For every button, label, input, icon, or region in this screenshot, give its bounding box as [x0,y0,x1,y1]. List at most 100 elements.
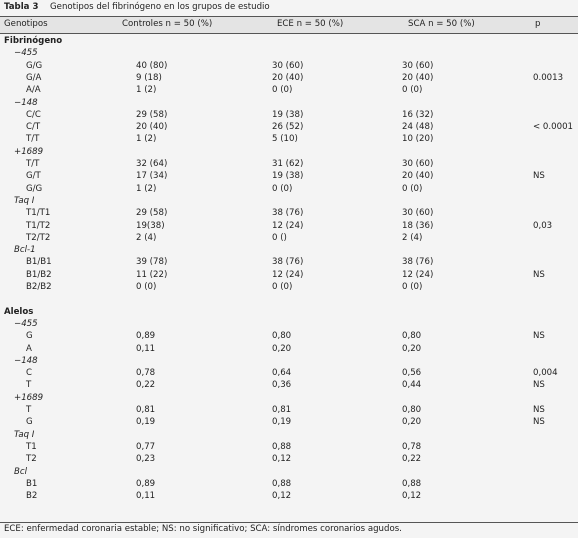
group-label: Taq I [14,195,35,206]
cell: 24 (48) [402,122,434,133]
cell: 0,88 [402,478,422,489]
cell: 0,77 [136,441,156,452]
cell: 11 (22) [136,269,168,280]
cell: 0,12 [272,454,292,465]
cell: 29 (58) [136,109,168,120]
cell: 0,81 [136,405,156,415]
row-label: T/T [26,159,40,169]
group-label: Bcl-1 [14,245,36,256]
cell: 0,88 [272,441,292,452]
cell: 0,03 [533,220,553,231]
cell: 0,20 [272,343,292,354]
cell: 26 (52) [272,122,304,133]
cell: 0,81 [272,405,292,415]
rule [0,16,578,17]
cell: 16 (32) [402,109,434,120]
row-label: T1 [26,441,37,452]
cell: 0,89 [136,331,156,342]
cell: 38 (76) [272,257,304,268]
cell: 0 (0) [402,282,423,292]
row-label: T2/T2 [26,232,51,243]
cell: 30 (60) [402,60,434,71]
cell: 1 (2) [136,134,157,145]
rule [0,33,578,34]
cell: 31 (62) [272,159,304,169]
row-label: G/T [26,171,41,182]
cell: 10 (20) [402,134,434,145]
group-label: +1689 [14,146,44,157]
cell: 0,12 [402,491,422,502]
cell: 0,20 [402,343,422,354]
cell: 0 () [272,232,287,243]
cell: 0 (0) [402,85,423,96]
section-title: Fibrinógeno [4,36,63,46]
header-row [0,17,578,33]
group-label: −148 [14,97,38,108]
cell: 0.0013 [533,72,564,83]
cell: NS [533,417,545,428]
cell: 0 (0) [272,85,293,96]
cell: 0,80 [272,331,292,342]
group-label: −455 [14,48,38,59]
cell: 19(38) [136,220,165,231]
row-label: A [26,343,32,354]
cell: 20 (40) [136,122,168,133]
cell: NS [533,380,545,391]
cell: 0,12 [272,491,292,502]
cell: 39 (78) [136,257,168,268]
cell: 30 (60) [402,159,434,169]
row-label: C [26,368,33,379]
cell: 0,20 [402,417,422,428]
cell: 0,19 [272,417,292,428]
header-cell: Controles n = 50 (%) [122,19,213,29]
cell: 20 (40) [402,72,434,83]
cell: 0,89 [136,478,156,489]
cell: 12 (24) [402,269,434,280]
table-number: Tabla 3 [4,2,39,12]
cell: 1 (2) [136,85,157,96]
cell: 32 (64) [136,159,168,169]
row-label: T/T [26,134,40,145]
row-label: B1 [26,478,38,489]
cell: 0 (0) [136,282,157,292]
cell: 0 (0) [272,282,293,292]
cell: 30 (60) [402,208,434,219]
cell: 20 (40) [402,171,434,182]
cell: 0,44 [402,380,422,391]
cell: NS [533,269,545,280]
cell: 0,64 [272,368,292,379]
group-label: Bcl [14,466,28,477]
cell: 18 (36) [402,220,434,231]
row-label: B1/B2 [26,269,52,280]
footnote: ECE: enfermedad coronaria estable; NS: n… [4,524,402,534]
cell: 29 (58) [136,208,168,219]
group-label: +1689 [14,392,44,403]
row-label: G [26,417,33,428]
cell: 0 (0) [402,183,423,194]
cell: 0,56 [402,368,422,379]
cell: 0,22 [402,454,422,465]
table-title: Genotipos del fibrinógeno en los grupos … [50,2,270,12]
row-label: B2 [26,491,38,502]
row-label: A/A [26,85,41,96]
header-cell: SCA n = 50 (%) [408,19,475,29]
cell: 12 (24) [272,220,304,231]
row-label: T2 [26,454,37,465]
row-label: G/G [26,60,43,71]
row-label: T [26,380,32,391]
cell: 0,004 [533,368,558,379]
cell: < 0.0001 [533,122,574,133]
cell: 9 (18) [136,72,162,83]
cell: 0,11 [136,491,156,502]
cell: 0,80 [402,405,422,415]
row-label: C/T [26,122,41,133]
group-label: Taq I [14,429,35,440]
cell: 38 (76) [272,208,304,219]
row-label: T1/T2 [26,220,51,231]
cell: 2 (4) [402,232,423,243]
cell: 17 (34) [136,171,168,182]
cell: 1 (2) [136,183,157,194]
cell: 12 (24) [272,269,304,280]
cell: 0 (0) [272,183,293,194]
row-label: B2/B2 [26,282,52,292]
